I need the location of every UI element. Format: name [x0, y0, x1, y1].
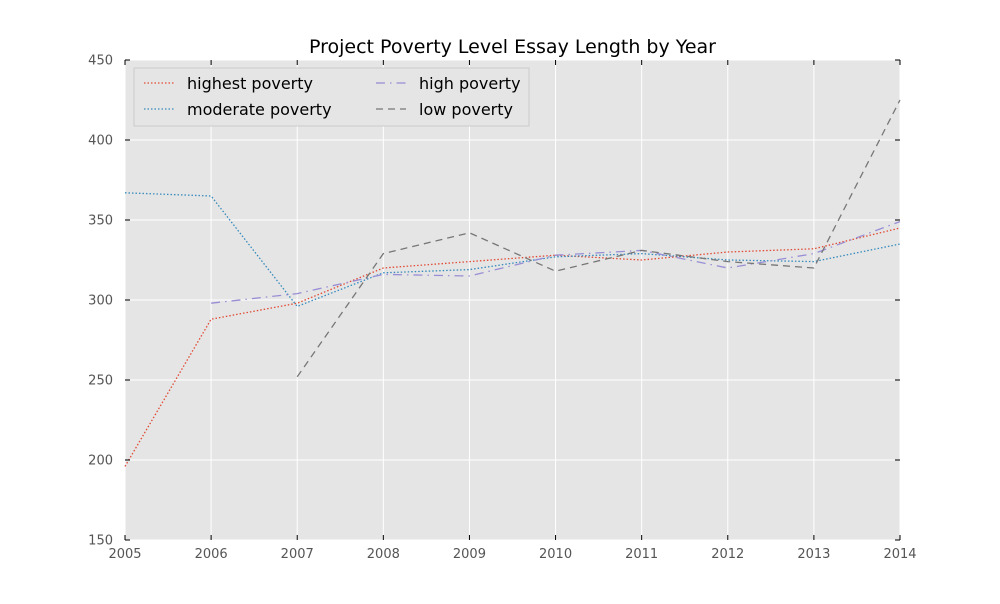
data-point: [813, 248, 815, 250]
x-tick-label: 2010: [539, 547, 572, 562]
axes: 2005 2006 2007 2008 2009 2010 2011 2012 2013 2014…: [88, 54, 916, 563]
x-tick-label: 2013: [797, 547, 830, 562]
data-point: [899, 221, 901, 223]
y-tick-label: 250: [88, 374, 113, 389]
series-line-moderate-poverty: [124, 192, 901, 308]
series-line-highest-poverty: [124, 227, 901, 467]
data-point: [727, 251, 729, 253]
data-point: [296, 306, 298, 308]
x-tick-label: 2008: [367, 547, 400, 562]
data-point: [813, 253, 815, 255]
series-lines: [124, 99, 901, 467]
data-point: [124, 192, 126, 194]
x-tick-label: 2009: [453, 547, 486, 562]
x-tick-label: 2012: [711, 547, 744, 562]
data-point: [899, 227, 901, 229]
data-point: [641, 253, 643, 255]
data-point: [383, 253, 385, 255]
x-tick-label: 2007: [281, 547, 314, 562]
series-line-high-poverty: [211, 220, 901, 304]
data-point: [210, 318, 212, 320]
y-tick-label: 400: [88, 134, 113, 149]
data-point: [555, 254, 557, 256]
legend-label: moderate poverty: [187, 100, 332, 119]
y-tick-label: 350: [88, 214, 113, 229]
data-point: [210, 302, 212, 304]
data-point: [296, 376, 298, 378]
x-tick-label: 2006: [195, 547, 228, 562]
data-point: [727, 267, 729, 269]
data-point: [641, 259, 643, 261]
data-point: [469, 261, 471, 263]
chart-title: Project Poverty Level Essay Length by Ye…: [309, 36, 716, 58]
data-point: [296, 293, 298, 295]
data-point: [383, 272, 385, 274]
data-point: [469, 275, 471, 277]
data-point: [641, 250, 643, 252]
data-point: [469, 269, 471, 271]
series-line-low-poverty: [296, 99, 901, 378]
data-point: [813, 267, 815, 269]
y-tick-label: 300: [88, 294, 113, 309]
data-point: [469, 232, 471, 234]
data-point: [124, 466, 126, 468]
y-tick-label: 200: [88, 454, 113, 469]
data-point: [813, 261, 815, 263]
y-tick-label: 450: [88, 54, 113, 69]
data-point: [727, 259, 729, 261]
x-tick-label: 2005: [108, 547, 141, 562]
data-point: [383, 267, 385, 269]
data-point: [899, 243, 901, 245]
data-point: [727, 261, 729, 263]
data-point: [296, 302, 298, 304]
data-point: [555, 256, 557, 258]
x-tick-label: 2014: [883, 547, 916, 562]
legend-label: low poverty: [419, 100, 513, 119]
x-tick-label: 2011: [625, 547, 658, 562]
data-point: [383, 274, 385, 276]
legend: highest poverty moderate poverty high pove…: [133, 67, 530, 127]
legend-label: highest poverty: [187, 74, 313, 93]
data-point: [555, 270, 557, 272]
legend-label: high poverty: [419, 74, 521, 93]
data-point: [210, 195, 212, 197]
y-tick-label: 150: [88, 534, 113, 549]
legend-box: [133, 67, 530, 127]
data-point: [899, 99, 901, 101]
